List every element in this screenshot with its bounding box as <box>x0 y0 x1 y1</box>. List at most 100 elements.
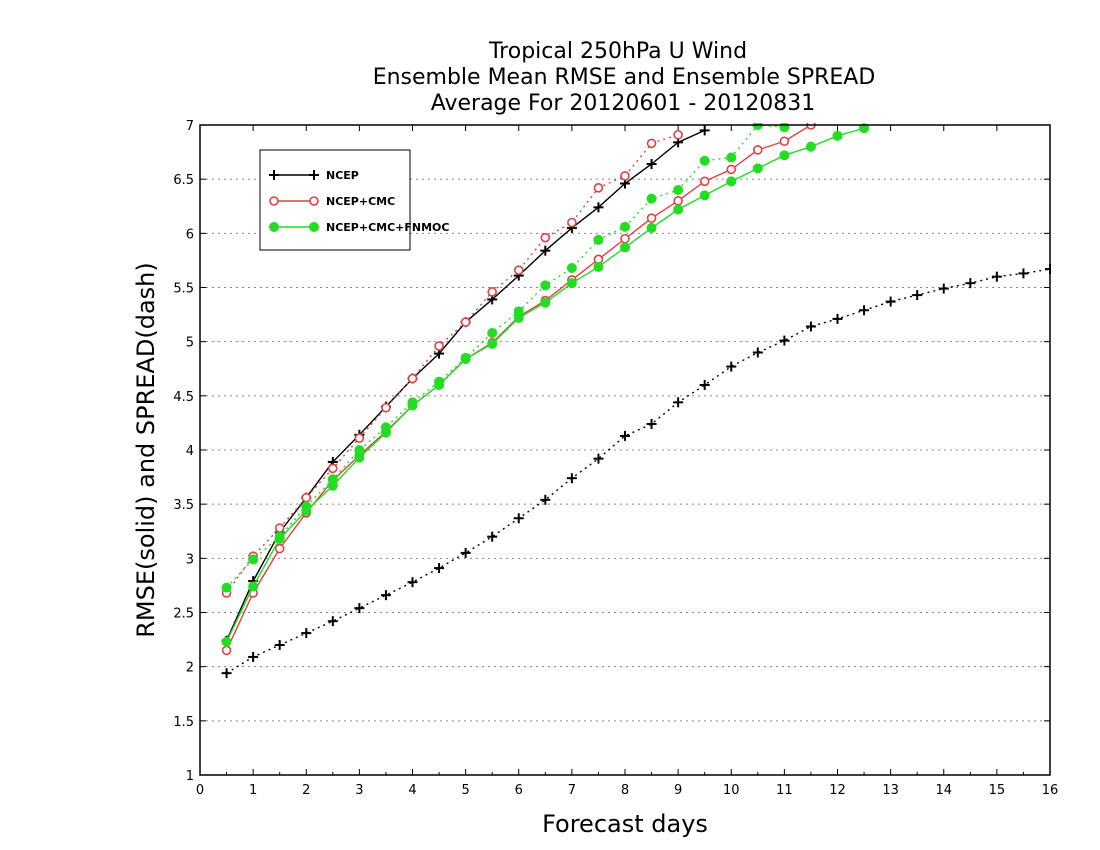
point-ncep-cmc-fnmoc-rmse-2 <box>274 533 285 544</box>
point-ncep-cmc-fnmoc-spread-10 <box>487 328 498 338</box>
point-ncep-cmc-spread-3 <box>301 492 312 503</box>
point-ncep-spread-20 <box>752 347 763 358</box>
point-ncep-cmc-fnmoc-spread-17 <box>673 185 684 195</box>
x-tick-label-6: 6 <box>515 783 523 798</box>
x-tick-label-2: 2 <box>302 783 310 798</box>
y-tick-label-4: 3 <box>186 552 194 567</box>
point-ncep-cmc-fnmoc-rmse-8 <box>434 380 445 390</box>
point-ncep-rmse-12 <box>540 245 551 256</box>
y-tick-label-0: 1 <box>186 769 194 784</box>
point-ncep-cmc-fnmoc-rmse-24 <box>859 123 870 134</box>
point-ncep-cmc-fnmoc-spread-0 <box>221 582 232 593</box>
series-line-ncep-spread <box>226 268 1051 674</box>
point-ncep-cmc-spread-6 <box>381 402 391 413</box>
y-tick-label-7: 4.5 <box>173 390 194 405</box>
title-line-1: Tropical 250hPa U Wind <box>488 39 747 64</box>
x-axis: 0 1 2 3 4 5 6 7 8 9 10 11 12 13 14 15 16 <box>196 125 1058 798</box>
legend-marker-ncep-cmc-fnmoc-a <box>269 222 279 232</box>
legend-box <box>259 149 411 251</box>
x-tick-label-8: 8 <box>621 783 629 798</box>
x-tick-label-1: 1 <box>249 783 257 798</box>
point-ncep-cmc-rmse-0 <box>221 645 232 656</box>
x-tick-label-7: 7 <box>568 783 576 798</box>
point-ncep-cmc-spread-4 <box>328 463 338 474</box>
point-ncep-spread-18 <box>699 380 710 390</box>
point-ncep-cmc-fnmoc-spread-21 <box>779 123 790 133</box>
point-ncep-cmc-rmse-17 <box>673 196 683 206</box>
point-ncep-cmc-fnmoc-spread-16 <box>646 193 657 204</box>
point-ncep-cmc-fnmoc-spread-14 <box>593 234 604 245</box>
legend-label-ncep-cmc: NCEP+CMC <box>326 195 395 208</box>
point-ncep-spread-21 <box>779 335 790 346</box>
point-ncep-cmc-spread-9 <box>460 317 471 327</box>
point-ncep-cmc-fnmoc-rmse-20 <box>752 163 763 174</box>
x-tick-label-11: 11 <box>776 783 793 798</box>
point-ncep-cmc-fnmoc-rmse-7 <box>407 400 418 411</box>
point-ncep-cmc-spread-11 <box>513 265 524 275</box>
x-tick-label-3: 3 <box>355 783 363 798</box>
point-ncep-cmc-spread-17 <box>673 129 683 140</box>
point-ncep-rmse-14 <box>593 202 604 213</box>
x-tick-label-16: 16 <box>1042 783 1059 798</box>
legend-entry-ncep-cmc: NCEP+CMC <box>269 195 395 208</box>
point-ncep-cmc-fnmoc-rmse-19 <box>726 176 737 187</box>
point-ncep-cmc-spread-14 <box>593 183 604 193</box>
point-ncep-cmc-fnmoc-rmse-21 <box>779 150 790 161</box>
y-axis: 1 1.5 2 2.5 3 3.5 4 4.5 5 5.5 6 6.5 7 <box>173 119 1050 784</box>
y-tick-label-12: 7 <box>186 119 194 134</box>
point-ncep-spread-23 <box>832 313 843 324</box>
point-ncep-spread-30 <box>1018 268 1029 279</box>
legend-label-ncep-cmc-fnmoc: NCEP+CMC+FNMOC <box>326 221 449 234</box>
point-ncep-spread-0 <box>221 668 232 679</box>
point-ncep-cmc-spread-15 <box>620 171 630 181</box>
point-ncep-cmc-fnmoc-rmse-12 <box>540 297 551 308</box>
point-ncep-spread-14 <box>593 453 604 464</box>
point-ncep-cmc-rmse-18 <box>699 176 710 187</box>
point-ncep-spread-22 <box>805 321 816 332</box>
point-ncep-cmc-fnmoc-spread-18 <box>699 155 710 166</box>
point-ncep-cmc-rmse-20 <box>753 145 763 155</box>
point-ncep-cmc-fnmoc-spread-13 <box>566 263 577 273</box>
y-tick-label-3: 2.5 <box>173 607 194 622</box>
x-axis-label: Forecast days <box>542 810 708 838</box>
y-tick-label-6: 4 <box>186 444 194 459</box>
point-ncep-spread-26 <box>912 290 923 301</box>
y-tick-label-1: 1.5 <box>173 715 194 730</box>
point-ncep-cmc-rmse-19 <box>726 164 737 175</box>
point-ncep-spread-3 <box>301 628 312 639</box>
series-line-ncep-cmc-spread <box>225 134 679 594</box>
legend-marker-ncep-cmc-a <box>269 196 279 206</box>
point-ncep-cmc-fnmoc-rmse-22 <box>805 141 816 152</box>
legend-marker-ncep-cmc-fnmoc-b <box>309 222 319 232</box>
point-ncep-cmc-fnmoc-rmse-17 <box>673 204 684 215</box>
point-ncep-cmc-fnmoc-spread-19 <box>726 152 737 163</box>
series-layer <box>221 123 1051 679</box>
point-ncep-spread-17 <box>673 397 684 408</box>
point-ncep-cmc-rmse-21 <box>779 136 790 147</box>
x-tick-label-9: 9 <box>674 783 682 798</box>
legend-entry-ncep-cmc-fnmoc: NCEP+CMC+FNMOC <box>269 221 449 234</box>
point-ncep-cmc-fnmoc-rmse-14 <box>593 261 604 272</box>
y-tick-label-11: 6.5 <box>173 173 194 188</box>
point-ncep-spread-5 <box>354 603 365 614</box>
point-ncep-cmc-fnmoc-spread-12 <box>540 280 551 291</box>
x-tick-label-10: 10 <box>723 783 740 798</box>
point-ncep-spread-16 <box>646 419 657 429</box>
point-ncep-spread-19 <box>726 361 737 372</box>
legend-label-ncep: NCEP <box>326 169 359 182</box>
grid <box>200 178 1050 722</box>
point-ncep-cmc-fnmoc-spread-15 <box>620 221 630 232</box>
point-ncep-spread-8 <box>434 563 445 574</box>
point-ncep-spread-10 <box>487 531 498 542</box>
point-ncep-spread-24 <box>859 305 870 316</box>
legend-entry-ncep: NCEP <box>269 169 359 182</box>
point-ncep-cmc-fnmoc-rmse-3 <box>301 505 312 516</box>
point-ncep-spread-25 <box>885 296 896 307</box>
y-axis-label: RMSE(solid) and SPREAD(dash) <box>132 262 160 638</box>
point-ncep-cmc-fnmoc-rmse-23 <box>832 130 843 141</box>
legend: NCEP NCEP+CMC NCEP+CMC+FNMOC <box>259 149 449 251</box>
y-tick-label-8: 5 <box>186 336 194 351</box>
legend-marker-ncep-cmc-b <box>309 196 319 206</box>
point-ncep-cmc-fnmoc-rmse-16 <box>646 222 657 233</box>
point-ncep-spread-27 <box>938 283 949 294</box>
